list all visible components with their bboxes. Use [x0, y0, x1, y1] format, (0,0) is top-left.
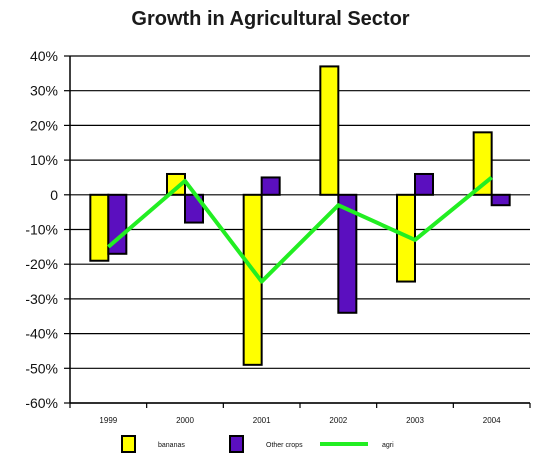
- x-tick-labels: 1999 2000 2001 2002 2003 2004: [99, 416, 501, 425]
- y-tick-label: -50%: [25, 360, 58, 376]
- x-tick-label: 2001: [253, 416, 271, 425]
- legend: bananas Other crops agri: [121, 435, 394, 453]
- bar-other-crops: [337, 193, 358, 314]
- y-tick-label: -40%: [25, 326, 58, 342]
- y-tick-label: 40%: [30, 48, 58, 64]
- bar-bananas: [89, 193, 110, 262]
- bar-other-crops: [414, 172, 434, 196]
- y-tick-label: -30%: [25, 291, 58, 307]
- grid-lines: [70, 55, 530, 404]
- bar-other-crops: [107, 193, 128, 255]
- y-tick-labels: 40% 30% 20% 10% 0 -10% -20% -30% -40% -50% -60%: [25, 48, 70, 411]
- legend-label-other-crops: Other crops: [266, 442, 303, 449]
- bar-bananas: [319, 65, 340, 196]
- bar-bananas: [166, 172, 186, 196]
- x-tick-label: 2002: [329, 416, 347, 425]
- y-tick-label: -10%: [25, 222, 58, 238]
- y-tick-label: 20%: [30, 117, 58, 133]
- x-tick-label: 2003: [406, 416, 424, 425]
- y-tick-label: -20%: [25, 256, 58, 272]
- legend-swatch-other-crops: [229, 435, 244, 453]
- x-tick-label: 1999: [99, 416, 117, 425]
- chart-title: Growth in Agricultural Sector: [131, 8, 410, 30]
- line-agri: [107, 175, 493, 284]
- agri-line-layer: [107, 175, 493, 284]
- x-tick-label: 2000: [176, 416, 194, 425]
- bar-other-crops: [260, 176, 281, 196]
- y-tick-label: 0: [50, 187, 58, 203]
- y-tick-label: -60%: [25, 395, 58, 411]
- y-tick-label: 30%: [30, 83, 58, 99]
- legend-label-bananas: bananas: [158, 442, 185, 449]
- x-tick-label: 2004: [483, 416, 501, 425]
- axes: [69, 56, 531, 408]
- bar-other-crops: [490, 193, 511, 207]
- y-tick-label: 10%: [30, 152, 58, 168]
- legend-swatch-bananas: [121, 435, 136, 453]
- legend-label-agri: agri: [382, 442, 394, 449]
